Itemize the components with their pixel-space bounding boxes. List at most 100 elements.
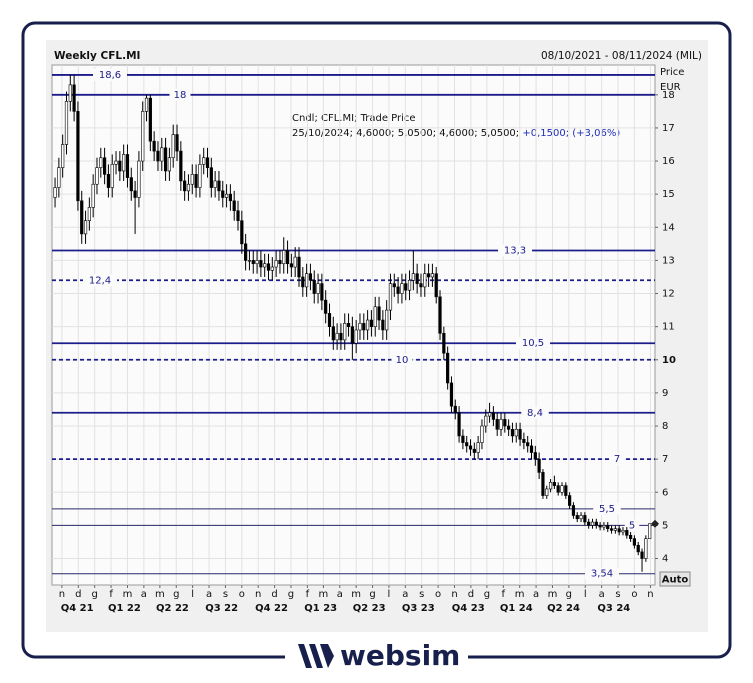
- level-label: 13,3: [504, 245, 526, 256]
- candle-body: [282, 250, 286, 265]
- candle-body: [407, 279, 412, 291]
- y-axis-label: Price: [660, 67, 684, 78]
- x-tick-label: m: [155, 589, 165, 600]
- level-label-bg: [498, 244, 532, 257]
- candle-body: [465, 442, 469, 447]
- candle-body: [324, 299, 328, 314]
- candle-body: [373, 306, 377, 327]
- candle-body: [224, 193, 229, 198]
- y-tick-label: 14: [662, 222, 675, 233]
- y-tick-label: 4: [662, 554, 668, 565]
- candle-body: [179, 150, 183, 182]
- y-tick-label: 8: [662, 421, 668, 432]
- x-tick-label: m: [123, 589, 133, 600]
- logo-mark: [298, 644, 334, 668]
- candle-body: [244, 243, 248, 261]
- x-tick-label: f: [109, 589, 113, 600]
- candle-body: [606, 525, 610, 529]
- candle-body: [308, 273, 313, 281]
- info-line: 25/10/2024; 4,6000; 5,0500; 4,6000; 5,05…: [292, 128, 620, 139]
- candle-body: [613, 528, 617, 531]
- chart-title: Weekly CFL.MI: [54, 50, 140, 62]
- quarter-label: Q2 23: [353, 603, 386, 614]
- candle-body: [266, 263, 271, 271]
- candle-body: [118, 160, 122, 172]
- x-tick-label: g: [92, 589, 98, 600]
- candle-body: [453, 405, 457, 414]
- level-label: 18: [174, 90, 187, 101]
- level-label-bg: [585, 567, 619, 580]
- candle-body: [335, 332, 339, 341]
- x-tick-label: a: [599, 589, 605, 600]
- candle-body: [533, 452, 537, 460]
- candle-body: [503, 419, 507, 427]
- candle-body: [110, 164, 114, 188]
- candle-body: [289, 263, 293, 268]
- candle-body: [209, 167, 213, 188]
- candle-body: [331, 326, 335, 341]
- level-label: 3,54: [591, 569, 613, 580]
- y-tick-label: 18: [662, 90, 675, 101]
- auto-button[interactable]: Auto: [659, 571, 691, 587]
- x-tick-label: s: [615, 589, 620, 600]
- candle-body: [411, 273, 415, 281]
- brand: websim: [340, 639, 460, 672]
- candle-body: [381, 319, 385, 331]
- candle-body: [152, 140, 156, 152]
- candle-body: [396, 286, 400, 294]
- candle-body: [305, 273, 309, 288]
- candle-body: [312, 279, 316, 294]
- candle-body: [541, 472, 545, 496]
- level-label-bg: [624, 519, 640, 532]
- plot-area: [51, 64, 656, 586]
- y-tick-label: 15: [662, 189, 675, 200]
- candle-body: [263, 263, 267, 268]
- candle-body: [377, 306, 381, 321]
- y-axis-label: EUR: [660, 82, 681, 93]
- x-tick-label: d: [271, 589, 277, 600]
- candle-body: [537, 458, 541, 473]
- candle-body: [640, 551, 644, 559]
- candle-body: [175, 134, 179, 152]
- x-tick-label: n: [59, 589, 65, 600]
- candle-body: [133, 190, 137, 198]
- candle-body: [495, 419, 499, 430]
- quarter-label: Q3 22: [205, 603, 238, 614]
- candle-body: [468, 445, 473, 450]
- candle-body: [621, 530, 625, 533]
- candle-body: [350, 326, 354, 344]
- candle-body: [186, 183, 191, 192]
- y-tick-label: 11: [662, 322, 675, 333]
- candle-body: [426, 273, 431, 278]
- candle-body: [499, 419, 503, 430]
- button-box[interactable]: [659, 571, 691, 587]
- level-label: 7: [614, 454, 620, 465]
- button-label[interactable]: Auto: [662, 575, 689, 586]
- y-tick-label: 10: [662, 355, 676, 366]
- x-tick-label: f: [306, 589, 310, 600]
- candle-body: [529, 445, 534, 453]
- candle-body: [91, 183, 95, 208]
- candle-body: [636, 544, 640, 553]
- candle-body: [228, 193, 232, 202]
- level-label-bg: [593, 502, 621, 515]
- quarter-label: Q1 22: [108, 603, 141, 614]
- candle-body: [198, 164, 202, 188]
- candle-body: [274, 260, 278, 268]
- y-tick-label: 5: [662, 520, 668, 531]
- candle-body: [457, 412, 461, 437]
- x-tick-label: m: [515, 589, 525, 600]
- candle-body: [487, 412, 492, 417]
- candle-body: [194, 173, 198, 188]
- candle-body: [510, 429, 515, 437]
- x-tick-label: g: [484, 589, 490, 600]
- candle-body: [617, 528, 621, 533]
- candle-body: [183, 180, 187, 192]
- x-tick-label: a: [141, 589, 147, 600]
- candle-body: [590, 521, 595, 526]
- candle-body: [327, 313, 332, 327]
- candle-body: [259, 260, 263, 268]
- candle-body: [362, 323, 366, 331]
- candle-body: [560, 485, 564, 493]
